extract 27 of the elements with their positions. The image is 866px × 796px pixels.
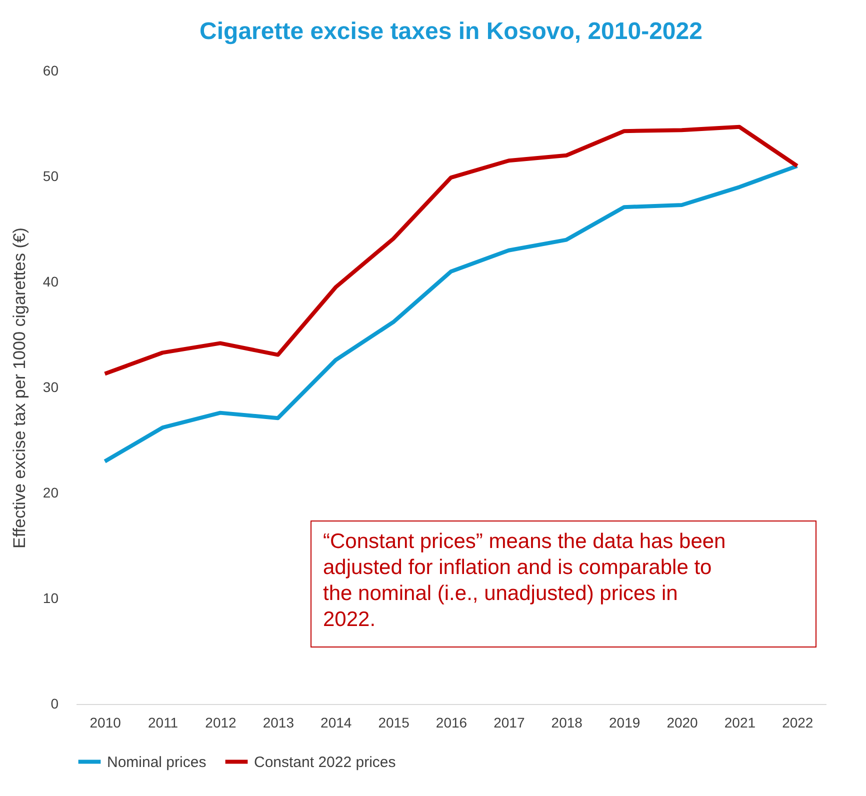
y-tick-label: 30 [42, 379, 59, 395]
x-tick-label: 2012 [205, 714, 237, 730]
y-axis-title: Effective excise tax per 1000 cigarettes (€) [10, 228, 29, 548]
x-tick-label: 2020 [666, 714, 698, 730]
x-tick-label: 2018 [551, 714, 583, 730]
y-tick-label: 10 [42, 590, 59, 606]
y-tick-label: 60 [42, 62, 59, 78]
annotation: “Constant prices” means the data has been adjusted for inflation and is comparable to the nominal (i.e., unadjusted) prices in 2022. [323, 530, 726, 631]
line-series [102, 124, 800, 376]
x-tick-label: 2016 [436, 714, 468, 730]
y-tick-label: 0 [50, 696, 59, 712]
y-tick-label: 20 [42, 484, 59, 500]
x-tick-label: 2015 [378, 714, 410, 730]
x-tick-label: 2010 [90, 714, 122, 730]
x-tick-label: 2022 [782, 714, 814, 730]
chart-title: Cigarette excise taxes in Kosovo, 2010-2022 [200, 18, 702, 45]
legend-label: Constant 2022 prices [254, 754, 396, 771]
y-tick-label: 50 [42, 168, 59, 184]
y-tick-label: 40 [42, 274, 59, 290]
x-tick-label: 2013 [262, 714, 294, 730]
x-tick-label: 2019 [609, 714, 640, 730]
x-tick-label: 2021 [724, 714, 756, 730]
x-tick-label: 2014 [320, 714, 352, 730]
line-series [102, 164, 800, 464]
x-tick-label: 2011 [148, 714, 178, 730]
x-tick-label: 2017 [494, 714, 525, 730]
legend-label: Nominal prices [107, 754, 206, 771]
